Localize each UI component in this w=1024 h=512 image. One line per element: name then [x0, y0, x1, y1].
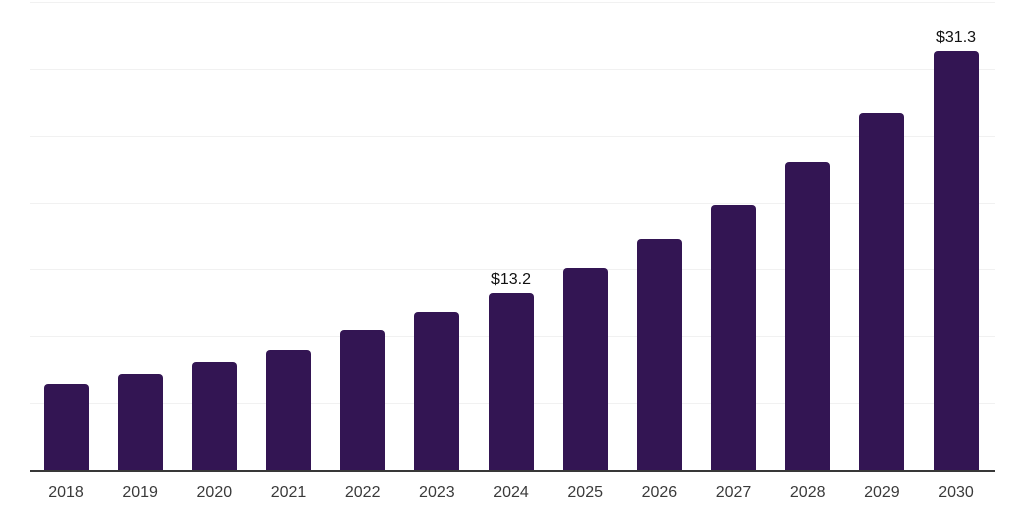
x-tick-label-2020: 2020 — [196, 484, 233, 501]
data-label-2030: $31.3 — [936, 29, 977, 47]
bar-2026 — [636, 238, 682, 470]
x-tick-label-2030: 2030 — [938, 484, 974, 501]
x-tick-label-2026: 2026 — [641, 484, 678, 501]
gridline-15 — [30, 269, 995, 271]
bar-2030 — [933, 51, 979, 470]
gridline-25 — [30, 135, 995, 137]
gridline-30 — [30, 68, 995, 70]
x-tick-label-2027: 2027 — [715, 484, 752, 501]
bar-2028 — [785, 162, 831, 470]
x-tick-label-2019: 2019 — [122, 484, 158, 501]
gridline-35 — [30, 2, 995, 3]
x-tick-label-2022: 2022 — [344, 484, 381, 501]
x-tick-label-2018: 2018 — [48, 484, 84, 501]
bar-2022 — [340, 329, 386, 470]
x-tick-label-2025: 2025 — [567, 484, 603, 501]
x-axis-line — [30, 470, 995, 472]
bar-2029 — [859, 112, 905, 470]
x-tick-label-2028: 2028 — [789, 484, 826, 501]
bar-2021 — [266, 349, 311, 470]
x-tick-label-2023: 2023 — [419, 484, 455, 501]
gridline-20 — [30, 202, 995, 204]
data-label-2024: $13.2 — [490, 271, 532, 289]
x-tick-label-2029: 2029 — [864, 484, 900, 501]
x-tick-label-2024: 2024 — [493, 484, 529, 501]
bar-2027 — [711, 205, 757, 470]
bar-2018 — [43, 384, 89, 470]
bar-2019 — [117, 373, 163, 470]
bar-2023 — [414, 312, 460, 470]
bar-2024 — [488, 293, 534, 470]
bar-2020 — [191, 361, 237, 470]
x-tick-label-2021: 2021 — [270, 484, 307, 501]
bar-2025 — [562, 268, 608, 470]
